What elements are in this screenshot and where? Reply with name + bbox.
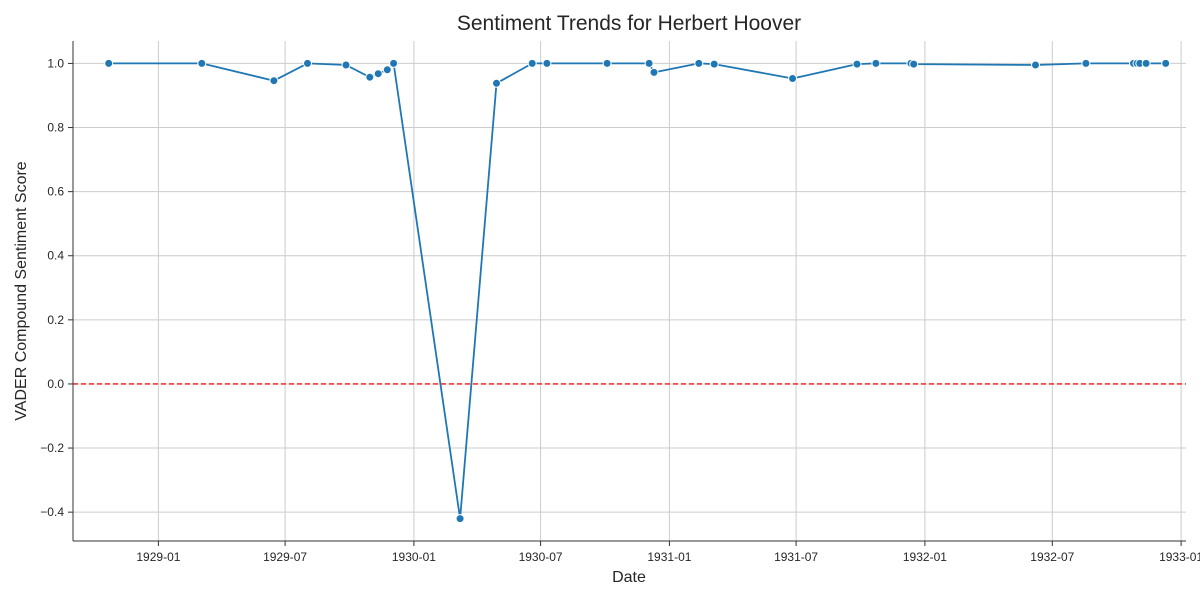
data-point bbox=[871, 58, 881, 68]
data-point bbox=[373, 69, 383, 79]
y-axis-ticks: −0.4 −0.2 0.0 0.2 0.4 0.6 0.8 1.0 bbox=[40, 56, 73, 519]
x-axis-ticks: 1929-01 1929-07 1930-01 1930-07 1931-01 1931-… bbox=[136, 541, 1200, 564]
y-tick-label: 0.8 bbox=[47, 121, 64, 135]
data-point bbox=[303, 58, 312, 68]
data-point bbox=[341, 60, 351, 70]
data-point bbox=[1081, 58, 1091, 68]
y-tick-label: 0.4 bbox=[47, 249, 64, 263]
y-tick-label: −0.2 bbox=[40, 441, 64, 455]
y-tick-label: 0.0 bbox=[47, 377, 64, 391]
data-point bbox=[644, 58, 654, 68]
chart-title: Sentiment Trends for Herbert Hoover bbox=[457, 12, 801, 35]
x-tick-label: 1932-01 bbox=[903, 550, 947, 564]
y-axis-label: VADER Compound Sentiment Score bbox=[13, 161, 30, 420]
data-point bbox=[649, 67, 659, 77]
data-point bbox=[527, 58, 537, 68]
x-tick-label: 1931-07 bbox=[774, 550, 818, 564]
data-point bbox=[365, 72, 375, 82]
data-point bbox=[694, 58, 704, 68]
x-tick-label: 1933-01 bbox=[1159, 550, 1200, 564]
data-point bbox=[455, 514, 465, 524]
data-point bbox=[492, 78, 501, 88]
plot-background bbox=[73, 41, 1186, 541]
plot-frame bbox=[72, 41, 1186, 542]
data-point bbox=[382, 65, 392, 75]
y-tick-label: 0.6 bbox=[47, 185, 64, 199]
data-point bbox=[104, 58, 114, 68]
x-tick-label: 1929-01 bbox=[136, 550, 180, 564]
series-layer bbox=[104, 58, 1171, 524]
data-point bbox=[542, 58, 552, 68]
data-point bbox=[909, 59, 919, 69]
y-tick-label: 1.0 bbox=[47, 56, 64, 70]
x-tick-label: 1929-07 bbox=[263, 550, 307, 564]
data-point bbox=[788, 74, 798, 83]
data-point bbox=[1161, 58, 1171, 68]
data-point bbox=[1031, 60, 1040, 70]
x-tick-label: 1931-01 bbox=[647, 550, 691, 564]
data-point bbox=[1141, 58, 1151, 68]
data-point bbox=[197, 58, 207, 68]
x-tick-label: 1930-07 bbox=[519, 550, 563, 564]
x-tick-label: 1932-07 bbox=[1030, 550, 1074, 564]
data-point bbox=[389, 58, 399, 68]
series bbox=[104, 58, 1171, 524]
data-point bbox=[852, 59, 862, 69]
x-tick-label: 1930-01 bbox=[392, 550, 436, 564]
y-tick-label: −0.4 bbox=[40, 505, 64, 519]
data-point bbox=[269, 76, 279, 86]
data-point bbox=[602, 58, 612, 68]
data-point bbox=[709, 59, 719, 69]
y-tick-label: 0.2 bbox=[47, 313, 64, 327]
x-axis-label: Date bbox=[612, 569, 646, 586]
